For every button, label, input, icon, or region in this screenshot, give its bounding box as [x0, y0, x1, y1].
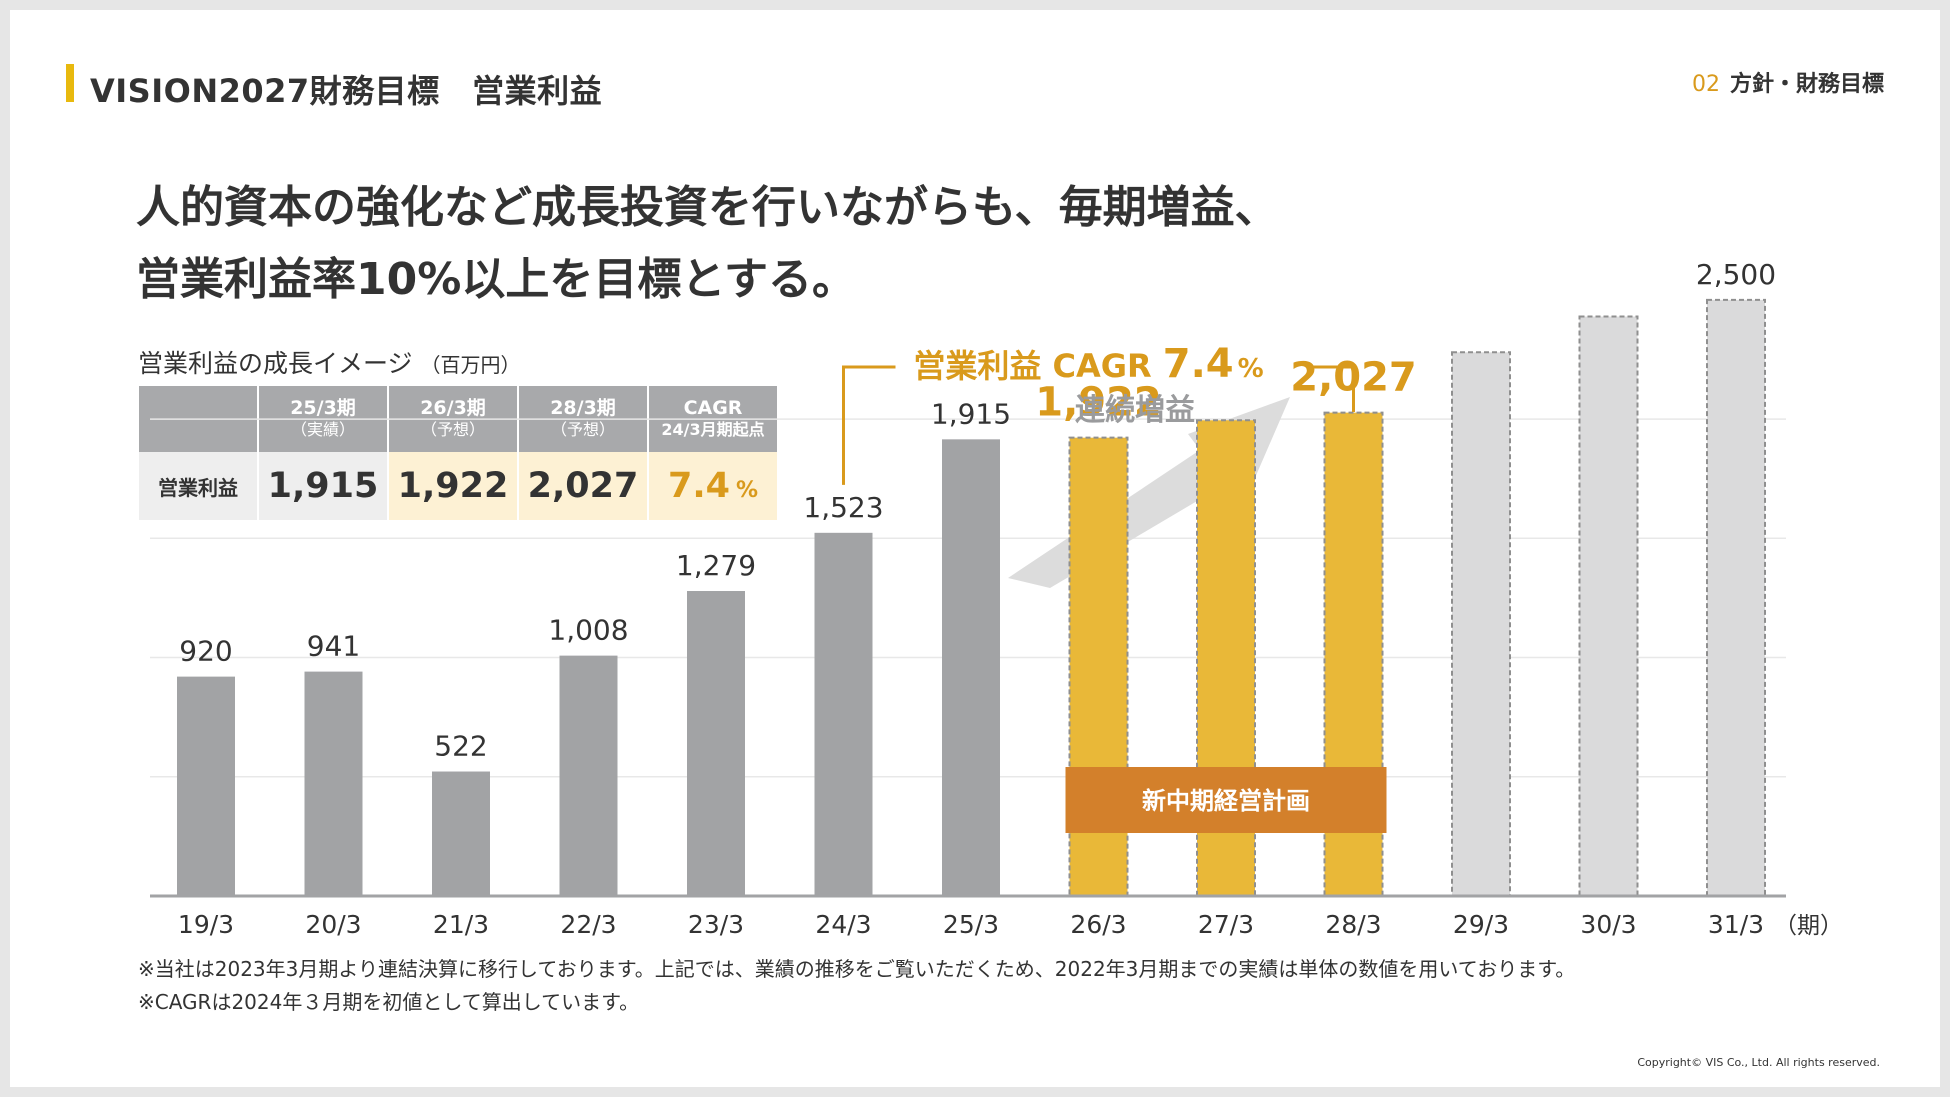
summary-value-cagr: 7.4%: [649, 452, 777, 520]
headline: 人的資本の強化など成長投資を行いながらも、毎期増益、 営業利益率10%以上を目標…: [136, 172, 1279, 316]
slide: VISION2027財務目標 営業利益 02 方針・財務目標 人的資本の強化など成…: [10, 10, 1940, 1087]
summary-value-28-3: 2,027: [519, 452, 647, 520]
footnote-2: ※CAGRは2024年３月期を初値として算出しています。: [138, 990, 640, 1014]
data-label: 2,500: [1696, 258, 1776, 291]
bar-20-3: [304, 671, 363, 896]
plan-band-label: 新中期経営計画: [1142, 787, 1310, 815]
x-tick-label: 25/3: [943, 910, 999, 939]
summary-row-label: 営業利益: [139, 452, 257, 520]
data-label: 1,279: [676, 549, 756, 582]
bar-25-3: [942, 439, 1000, 896]
plan-band: [1065, 767, 1387, 833]
data-label: 522: [434, 730, 487, 763]
bar-24-3: [814, 532, 873, 896]
footnotes: ※当社は2023年3月期より連結決算に移行しております。上記では、業績の推移をご…: [138, 953, 1575, 1019]
bar-30-3: [1578, 315, 1639, 897]
x-tick-label: 29/3: [1453, 910, 1509, 939]
x-tick-label: 26/3: [1070, 910, 1126, 939]
bar-23-3: [687, 591, 745, 896]
data-label: 941: [307, 630, 360, 663]
x-tick-label: 22/3: [560, 910, 616, 939]
section-indicator: 02 方針・財務目標: [1692, 66, 1884, 98]
summary-value-row: 営業利益 1,915 1,922 2,027 7.4%: [139, 452, 777, 520]
headline-line-2: 営業利益率10%以上を目標とする。: [136, 254, 856, 305]
x-tick-label: 27/3: [1198, 910, 1254, 939]
x-tick-label: 19/3: [178, 910, 234, 939]
chart-subtitle-text: 営業利益の成長イメージ: [138, 349, 413, 378]
x-tick-label: 24/3: [815, 910, 871, 939]
page-title: VISION2027財務目標 営業利益: [90, 72, 603, 110]
cagr-bracket-right: [1309, 365, 1355, 412]
data-label: 1,008: [548, 614, 628, 647]
x-tick-label: 31/3: [1708, 910, 1764, 939]
bar-31-3: [1706, 298, 1766, 898]
data-label: 1,523: [803, 491, 883, 524]
headline-line-1: 人的資本の強化など成長投資を行いながらも、毎期増益、: [136, 182, 1279, 233]
footnote-1: ※当社は2023年3月期より連結決算に移行しております。上記では、業績の推移をご…: [138, 957, 1576, 981]
operating-profit-chart: 19/3 20/3 21/3 22/3 23/3 24/3 25/3 26/3 27/3 28/3…: [150, 258, 1843, 939]
arrow-label: 連続増益: [1075, 393, 1195, 428]
x-tick-label: 28/3: [1325, 910, 1381, 939]
cagr-label: 営業利益 CAGR 7.4%: [913, 341, 1263, 387]
data-label: 1,915: [931, 397, 1011, 430]
cagr-bracket-left: [842, 365, 896, 485]
chart-subtitle: 営業利益の成長イメージ （百万円）: [138, 344, 521, 380]
summary-value-26-3: 1,922: [389, 452, 517, 520]
section-number: 02: [1691, 72, 1720, 97]
bar-21-3: [432, 771, 490, 896]
x-tick-label: 23/3: [688, 910, 744, 939]
data-label: 920: [179, 635, 232, 668]
title-accent-bar: [66, 64, 74, 102]
x-axis-suffix: （期）: [1774, 913, 1843, 939]
section-label: 方針・財務目標: [1729, 72, 1884, 97]
x-tick-label: 30/3: [1580, 910, 1636, 939]
summary-value-25-3: 1,915: [259, 452, 387, 520]
x-tick-label: 20/3: [305, 910, 361, 939]
bar-22-3: [559, 655, 618, 896]
data-label: 1,922: [1035, 380, 1162, 426]
bar-29-3: [1451, 351, 1511, 897]
chart-unit: （百万円）: [420, 353, 521, 377]
copyright: Copyright© VIS Co., Ltd. All rights rese…: [1637, 1056, 1880, 1069]
x-tick-label: 21/3: [433, 910, 489, 939]
bar-19-3: [177, 676, 235, 896]
